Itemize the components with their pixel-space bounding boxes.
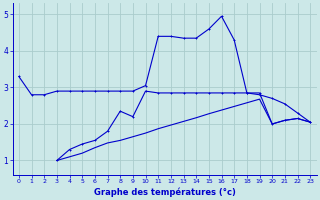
X-axis label: Graphe des températures (°c): Graphe des températures (°c) [93,187,236,197]
